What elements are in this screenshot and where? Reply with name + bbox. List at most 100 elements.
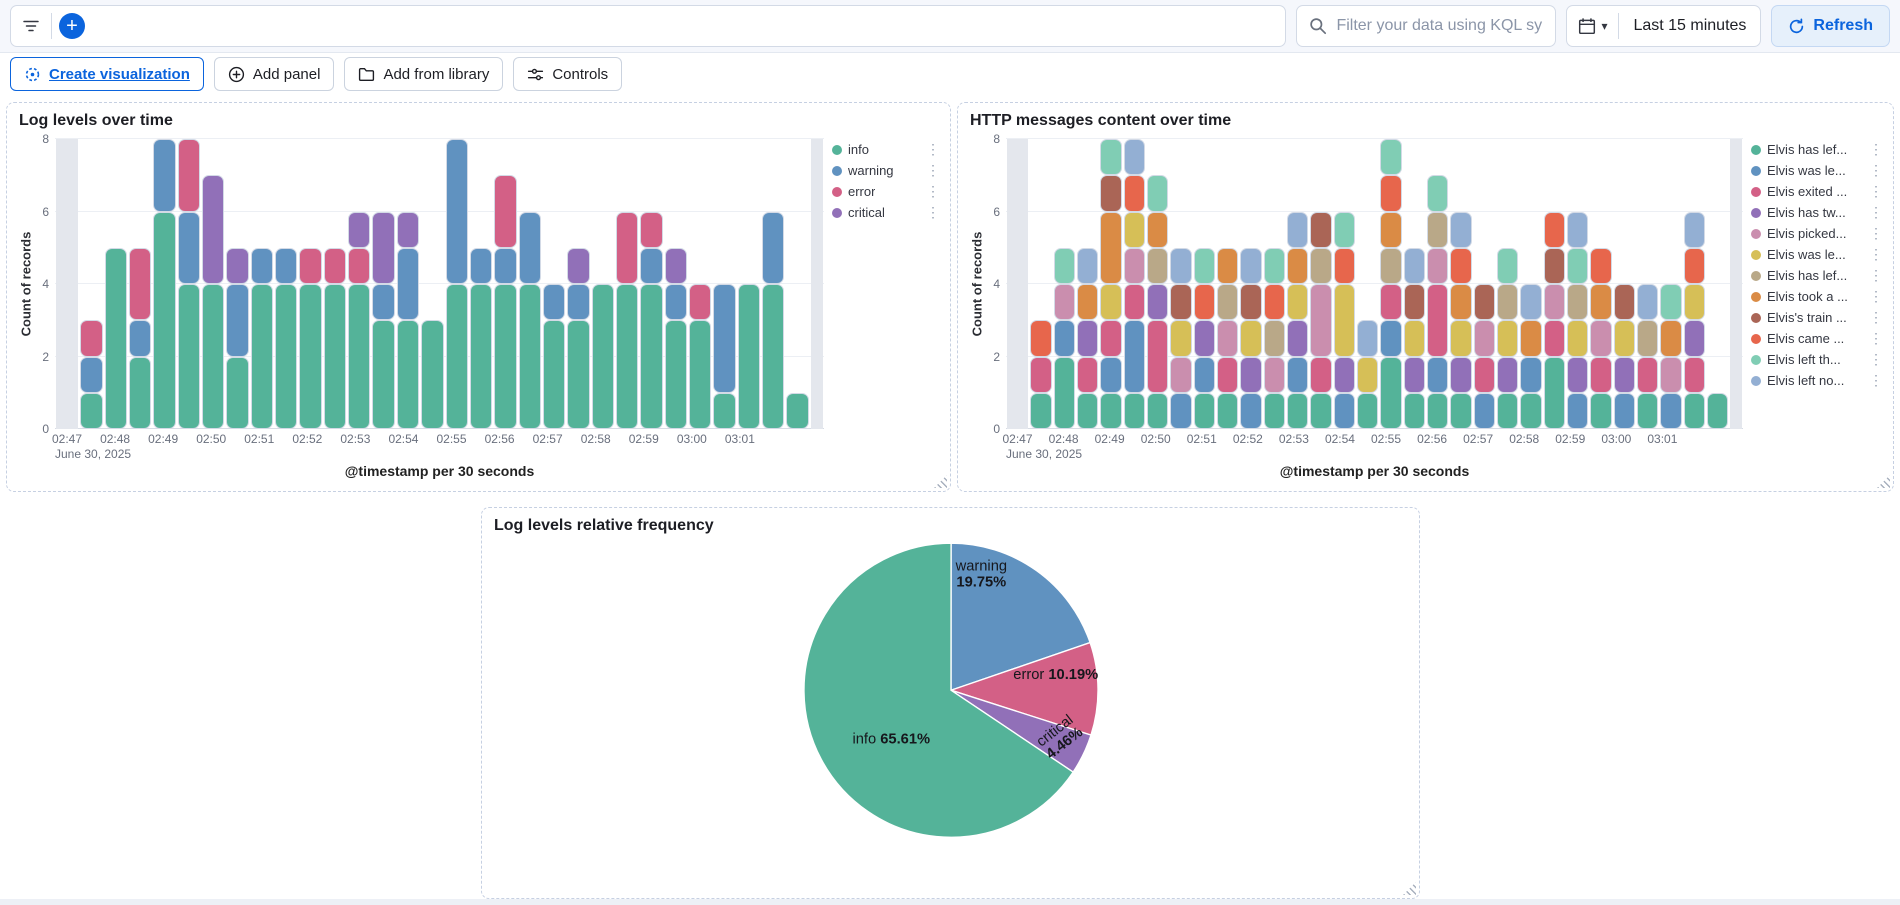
legend-actions-icon[interactable]: ⋮ xyxy=(1869,372,1883,388)
bar-column[interactable] xyxy=(1613,139,1635,429)
bar-column[interactable] xyxy=(1053,139,1075,429)
bar-segment[interactable] xyxy=(1076,284,1099,321)
bar-segment[interactable] xyxy=(275,284,298,429)
bar-segment[interactable] xyxy=(80,392,103,429)
bar-segment[interactable] xyxy=(1566,356,1589,393)
bar-segment[interactable] xyxy=(372,320,395,429)
bar-segment[interactable] xyxy=(1030,356,1052,393)
bar-column[interactable] xyxy=(615,139,639,429)
bar-segment[interactable] xyxy=(1590,320,1612,357)
bar-segment[interactable] xyxy=(1123,175,1145,212)
legend-item[interactable]: error ⋮ xyxy=(832,181,942,202)
bar-segment[interactable] xyxy=(299,284,322,429)
bar-segment[interactable] xyxy=(1636,320,1659,357)
bar-segment[interactable] xyxy=(1053,284,1075,321)
bar-segment[interactable] xyxy=(1660,284,1682,321)
bar-column[interactable] xyxy=(275,139,298,429)
bar-segment[interactable] xyxy=(1496,392,1519,429)
bar-segment[interactable] xyxy=(1450,211,1472,248)
bar-segment[interactable] xyxy=(1263,320,1285,357)
bar-segment[interactable] xyxy=(1590,247,1612,284)
bar-segment[interactable] xyxy=(1473,392,1495,429)
bar-column[interactable] xyxy=(664,139,687,429)
bar-segment[interactable] xyxy=(80,356,103,393)
legend-actions-icon[interactable]: ⋮ xyxy=(926,141,940,157)
legend-actions-icon[interactable]: ⋮ xyxy=(1869,225,1883,241)
bar-column[interactable] xyxy=(1333,139,1355,429)
bar-segment[interactable] xyxy=(1333,211,1355,248)
bar-column[interactable] xyxy=(518,139,541,429)
bar-segment[interactable] xyxy=(1496,247,1519,284)
bar-segment[interactable] xyxy=(1146,284,1169,321)
bar-segment[interactable] xyxy=(1566,392,1589,429)
add-from-library-button[interactable]: Add from library xyxy=(344,57,504,91)
bar-segment[interactable] xyxy=(1426,211,1449,248)
bar-segment[interactable] xyxy=(1566,247,1589,284)
bar-column[interactable] xyxy=(348,139,371,429)
bar-segment[interactable] xyxy=(664,284,687,321)
bar-segment[interactable] xyxy=(1613,392,1635,429)
bar-column[interactable] xyxy=(591,139,614,429)
bar-column[interactable] xyxy=(1030,139,1052,429)
legend-item[interactable]: Elvis left th... ⋮ xyxy=(1751,349,1885,370)
bar-column[interactable] xyxy=(1240,139,1262,429)
bar-segment[interactable] xyxy=(1310,284,1332,357)
bar-segment[interactable] xyxy=(1123,247,1145,284)
bar-segment[interactable] xyxy=(226,284,249,357)
bar-column[interactable] xyxy=(1263,139,1285,429)
legend-item[interactable]: Elvis has lef... ⋮ xyxy=(1751,265,1885,286)
bar-segment[interactable] xyxy=(1660,392,1682,429)
bar-segment[interactable] xyxy=(1240,392,1262,429)
bar-segment[interactable] xyxy=(1566,320,1589,357)
bar-segment[interactable] xyxy=(202,175,225,284)
bar-column[interactable] xyxy=(1076,139,1099,429)
bar-segment[interactable] xyxy=(1310,211,1332,248)
bar-segment[interactable] xyxy=(640,284,663,429)
bar-segment[interactable] xyxy=(1170,284,1192,321)
bar-segment[interactable] xyxy=(1170,356,1192,393)
bar-segment[interactable] xyxy=(1053,247,1075,284)
bar-column[interactable] xyxy=(640,139,663,429)
bar-segment[interactable] xyxy=(1543,247,1565,284)
bar-segment[interactable] xyxy=(396,211,420,248)
pie-slice-warning[interactable] xyxy=(950,542,1091,692)
legend-item[interactable]: Elvis has tw... ⋮ xyxy=(1751,202,1885,223)
bar-column[interactable] xyxy=(737,139,760,429)
bar-segment[interactable] xyxy=(1543,356,1565,429)
bar-segment[interactable] xyxy=(1286,247,1309,284)
bar-column[interactable] xyxy=(323,139,347,429)
bar-segment[interactable] xyxy=(1426,175,1449,212)
bar-column[interactable] xyxy=(202,139,225,429)
legend-actions-icon[interactable]: ⋮ xyxy=(1869,162,1883,178)
bar-column[interactable] xyxy=(1380,139,1402,429)
bar-column[interactable] xyxy=(1683,139,1705,429)
bar-segment[interactable] xyxy=(786,392,809,429)
bar-segment[interactable] xyxy=(1146,320,1169,393)
bar-segment[interactable] xyxy=(1473,320,1495,357)
legend-actions-icon[interactable]: ⋮ xyxy=(1869,351,1883,367)
bar-segment[interactable] xyxy=(1636,284,1659,321)
bar-segment[interactable] xyxy=(1263,284,1285,321)
bar-segment[interactable] xyxy=(1426,284,1449,357)
legend-actions-icon[interactable]: ⋮ xyxy=(926,204,940,220)
bar-column[interactable] xyxy=(421,139,444,429)
bar-segment[interactable] xyxy=(202,284,225,429)
plot-area[interactable] xyxy=(1006,138,1743,429)
bar-segment[interactable] xyxy=(494,175,517,248)
bar-segment[interactable] xyxy=(1146,247,1169,284)
bar-segment[interactable] xyxy=(1496,356,1519,393)
bar-segment[interactable] xyxy=(1566,211,1589,248)
bar-segment[interactable] xyxy=(1683,320,1705,357)
bar-segment[interactable] xyxy=(1146,175,1169,212)
bar-segment[interactable] xyxy=(226,247,249,284)
bar-segment[interactable] xyxy=(1216,284,1239,321)
bar-segment[interactable] xyxy=(1100,356,1122,393)
bar-segment[interactable] xyxy=(323,247,347,284)
bar-column[interactable] xyxy=(1706,139,1729,429)
bar-segment[interactable] xyxy=(1403,320,1425,357)
legend-actions-icon[interactable]: ⋮ xyxy=(1869,288,1883,304)
bar-segment[interactable] xyxy=(1613,320,1635,357)
bar-segment[interactable] xyxy=(1286,211,1309,248)
panel-title[interactable]: Log levels over time xyxy=(19,112,173,129)
legend-actions-icon[interactable]: ⋮ xyxy=(1869,246,1883,262)
